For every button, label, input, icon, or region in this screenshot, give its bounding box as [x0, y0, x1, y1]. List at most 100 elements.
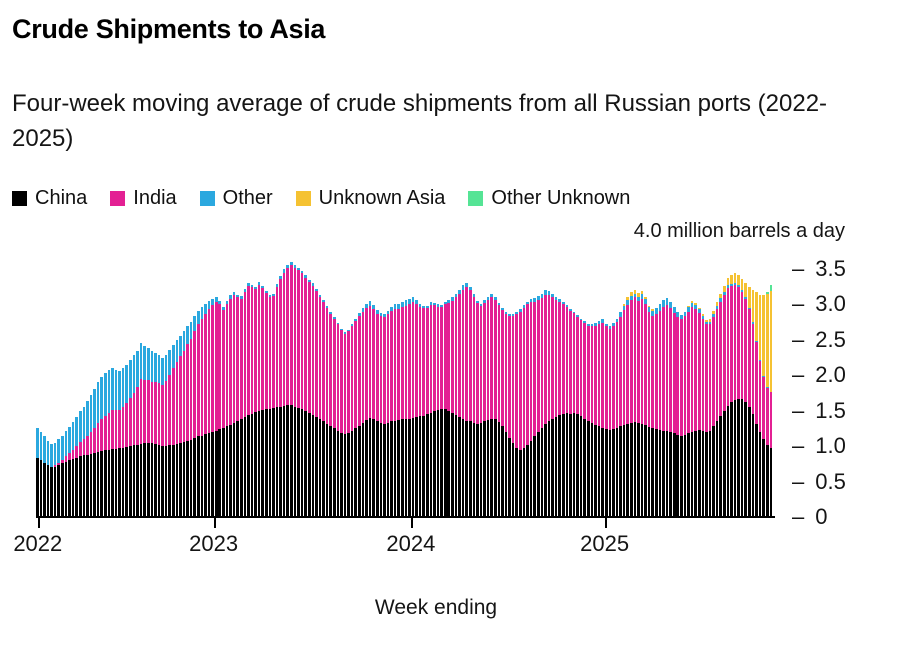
bar-segment-india: [472, 296, 476, 423]
bar-segment-other: [229, 294, 232, 299]
weekly-stacked-bar: [400, 302, 404, 517]
bar-segment-india: [236, 297, 239, 421]
bar-segment-other: [626, 300, 629, 305]
bar-segment-india: [447, 303, 451, 411]
y-axis-tick: –1.0: [792, 433, 846, 459]
bar-segment-other: [272, 293, 275, 296]
legend-swatch-china: [12, 191, 27, 206]
bar-segment-other: [483, 300, 486, 304]
bar-segment-china: [139, 444, 143, 517]
bar-segment-india: [397, 308, 400, 420]
bar-segment-india: [78, 441, 82, 457]
bar-segment-china: [651, 428, 655, 517]
bar-segment-india: [171, 368, 175, 445]
bar-segment-other: [125, 364, 129, 403]
bar-segment-india: [239, 298, 243, 420]
bar-segment-india: [300, 273, 304, 410]
bar-segment-china: [129, 446, 132, 517]
bar-segment-other: [107, 370, 111, 413]
bar-segment-other: [111, 368, 114, 410]
bar-segment-china: [315, 417, 318, 517]
weekly-stacked-bar: [461, 284, 465, 517]
bar-segment-other: [680, 315, 683, 320]
bar-segment-other: [544, 290, 547, 296]
weekly-stacked-bar: [690, 300, 694, 517]
bar-segment-china: [154, 444, 157, 517]
bar-segment-other: [622, 305, 626, 311]
bar-segment-india: [136, 387, 139, 445]
bar-segment-india: [501, 310, 504, 427]
weekly-stacked-bar: [229, 294, 232, 517]
bar-segment-china: [683, 434, 687, 517]
y-tick-dash: –: [792, 504, 805, 529]
bar-segment-india: [633, 297, 637, 422]
weekly-stacked-bar: [268, 295, 272, 517]
bar-segment-china: [118, 448, 121, 517]
bar-segment-india: [375, 313, 379, 422]
bar-segment-china: [443, 409, 447, 517]
legend-swatch-india: [110, 191, 126, 206]
weekly-stacked-bar: [522, 305, 526, 517]
bar-segment-india: [569, 310, 572, 414]
bar-segment-other: [86, 400, 89, 436]
weekly-stacked-bar: [519, 309, 522, 517]
bar-segment-india: [644, 304, 647, 425]
bar-segment-india: [515, 314, 519, 448]
bar-segment-india: [622, 310, 626, 425]
weekly-stacked-bar: [64, 431, 68, 517]
bar-segment-china: [418, 416, 422, 517]
bar-segment-india: [322, 302, 325, 422]
bar-segment-india: [461, 289, 465, 420]
bar-segment-unknown-asia: [712, 310, 715, 314]
bar-segment-other: [239, 295, 243, 299]
weekly-stacked-bar: [433, 303, 436, 517]
bar-segment-other: [465, 283, 468, 288]
weekly-stacked-bar: [125, 364, 129, 517]
weekly-stacked-bar: [225, 300, 229, 517]
bar-segment-china: [75, 457, 78, 517]
weekly-stacked-bar: [161, 357, 164, 517]
weekly-stacked-bar: [347, 330, 350, 517]
bar-segment-other: [447, 300, 451, 304]
bar-segment-india: [640, 298, 644, 424]
bar-segment-other: [250, 285, 254, 288]
bar-segment-china: [468, 421, 472, 517]
bar-segment-china: [193, 437, 197, 517]
bar-segment-other: [282, 269, 286, 273]
bar-segment-other: [765, 387, 769, 389]
bar-segment-india: [544, 295, 547, 425]
bar-segment-china: [672, 433, 676, 517]
weekly-stacked-bar: [257, 281, 261, 517]
bar-segment-india: [601, 322, 604, 428]
y-tick-label: 2.0: [815, 362, 846, 388]
bar-segment-china: [293, 406, 297, 517]
bar-segment-china: [740, 399, 744, 517]
bar-segment-china: [358, 425, 361, 517]
plot-area: [36, 261, 775, 517]
weekly-stacked-bar: [139, 343, 143, 517]
weekly-stacked-bar: [569, 308, 572, 517]
bar-segment-other: [694, 305, 697, 309]
weekly-stacked-bar: [68, 427, 71, 517]
x-axis-title: Week ending: [374, 596, 498, 619]
legend-label: Unknown Asia: [318, 187, 446, 209]
bar-segment-other: [705, 321, 708, 325]
bar-segment-china: [715, 421, 719, 517]
bar-segment-china: [447, 410, 451, 517]
bar-segment-other: [136, 350, 139, 388]
bar-segment-other: [422, 305, 426, 309]
bar-segment-india: [519, 311, 522, 450]
bar-segment-other: [476, 300, 479, 303]
bar-segment-china: [569, 413, 572, 517]
bar-segment-other: [329, 311, 332, 314]
bar-segment-china: [576, 414, 579, 517]
bar-segment-india: [204, 313, 207, 435]
bar-segment-china: [461, 419, 465, 517]
bar-segment-china: [426, 414, 429, 517]
bar-segment-china: [644, 424, 647, 517]
bar-segment-india: [114, 410, 118, 449]
weekly-stacked-bar: [608, 326, 612, 517]
bar-segment-other: [479, 303, 483, 306]
bar-segment-other: [486, 297, 490, 301]
bar-segment-india: [440, 306, 443, 409]
